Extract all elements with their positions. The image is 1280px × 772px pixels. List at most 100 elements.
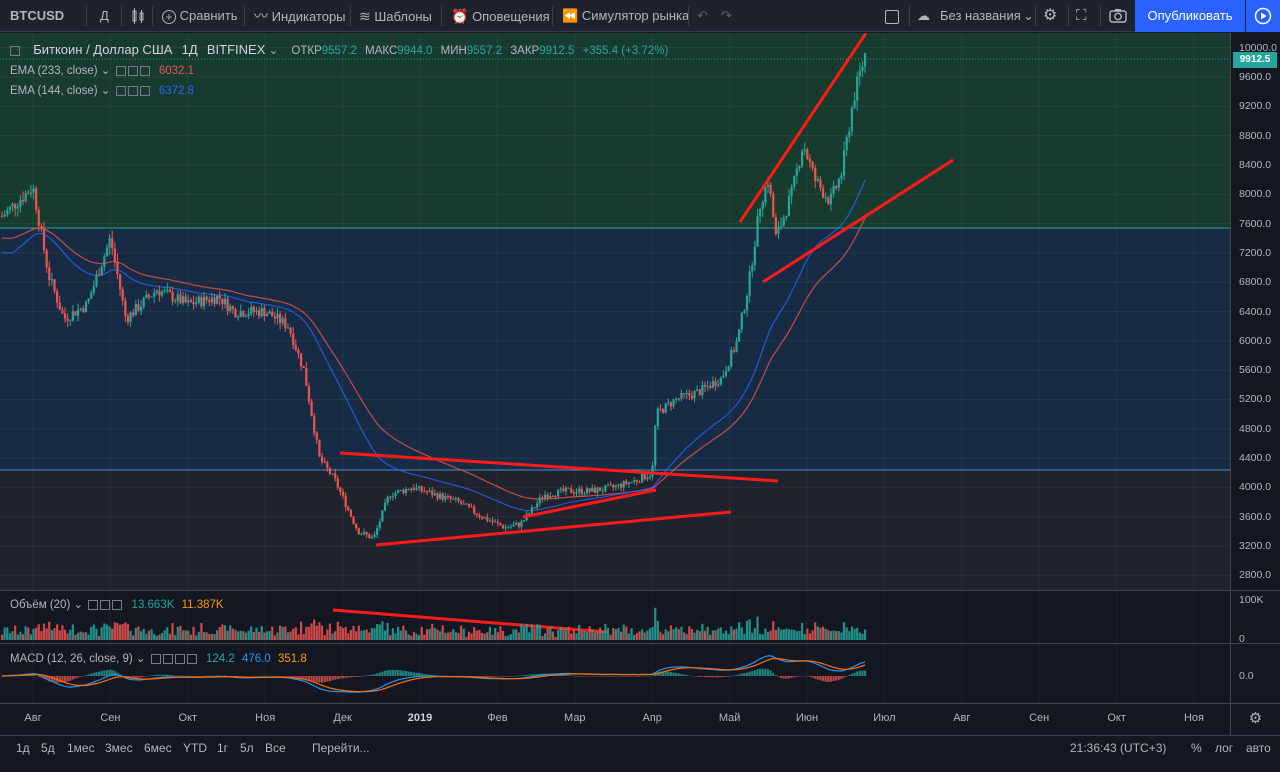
volume-bar [795, 631, 798, 640]
gear-icon[interactable] [100, 599, 111, 610]
camera-icon[interactable] [1109, 0, 1127, 32]
chevron-down-icon[interactable]: ⌄ [100, 65, 111, 77]
legend-exchange[interactable]: BITFINEX [206, 42, 266, 57]
range-5y[interactable]: 5л [240, 741, 254, 755]
volume-bar [533, 628, 536, 640]
interval-button[interactable]: Д [100, 8, 109, 23]
auto-toggle[interactable]: авто [1246, 741, 1271, 755]
candle-body [614, 485, 617, 488]
candle-body [360, 534, 363, 536]
replay-button[interactable]: ⏪ Симулятор рынка [562, 0, 689, 32]
eye-icon[interactable] [115, 65, 126, 76]
volume-bar [606, 628, 610, 640]
chevron-down-icon[interactable]: ⌄ [135, 653, 146, 665]
layout-name[interactable]: Без названия [940, 8, 1021, 23]
ema144-label[interactable]: EMA (144, close) [10, 85, 98, 97]
trendline-3[interactable] [522, 488, 657, 519]
eye-icon[interactable] [150, 653, 161, 664]
templates-button[interactable]: ≋ Шаблоны [359, 0, 432, 32]
range-5d[interactable]: 5д [41, 741, 55, 755]
expand-icon[interactable]: ⛶ [1076, 7, 1087, 24]
candle-body [163, 290, 166, 292]
macd-hist-bar [473, 676, 476, 677]
gear-icon[interactable] [162, 653, 173, 664]
range-ytd[interactable]: YTD [183, 741, 207, 755]
fullscreen-toggle-icon[interactable] [885, 0, 899, 32]
candle-body [782, 217, 785, 226]
chevron-down-icon[interactable]: ⌄ [268, 45, 279, 57]
symbol-title[interactable]: Биткоин / Доллар США [33, 42, 173, 57]
macd-hist-bar [281, 676, 284, 677]
publish-button[interactable]: Опубликовать [1135, 0, 1245, 32]
eye-icon[interactable] [115, 85, 126, 96]
play-icon[interactable] [1246, 0, 1280, 32]
macd-hist-bar [785, 676, 788, 679]
candle-body [772, 193, 775, 218]
candle-body [693, 391, 696, 399]
volume-label[interactable]: Объём (20) [10, 599, 71, 611]
range-6m[interactable]: 6мес [144, 741, 172, 755]
candle-body [827, 197, 830, 205]
chevron-down-icon[interactable]: ⌄ [100, 85, 111, 97]
macd-pane-divider[interactable] [0, 643, 1230, 644]
trendline-2[interactable] [375, 510, 732, 547]
clock[interactable]: 21:36:43 (UTC+3) [1070, 741, 1167, 755]
trendline-4[interactable] [738, 33, 868, 223]
range-1y[interactable]: 1г [217, 741, 229, 755]
candle-style-icon[interactable] [130, 0, 146, 32]
trendline-5[interactable] [762, 158, 954, 284]
close-icon[interactable] [112, 599, 123, 610]
macd-hist-bar [391, 669, 394, 676]
range-all[interactable]: Все [265, 741, 286, 755]
candle-body [24, 193, 27, 202]
chart-area[interactable]: Биткоин / Доллар США 1Д BITFINEX ⌄ ОТКР9… [0, 33, 1230, 703]
volume-bar [578, 624, 581, 640]
trendline-volume[interactable] [332, 608, 609, 634]
close-icon[interactable] [174, 653, 185, 664]
close-icon[interactable] [139, 65, 150, 76]
range-3m[interactable]: 3мес [105, 741, 133, 755]
volume-bar [423, 634, 426, 640]
collapse-icon[interactable] [10, 45, 20, 56]
chevron-down-icon[interactable]: ⌄ [1023, 8, 1034, 23]
price-scale[interactable]: 10000.0 9600.0 9200.0 8800.0 8400.0 8000.0 760… [1230, 33, 1280, 703]
range-1d[interactable]: 1д [16, 741, 30, 755]
candle-body [467, 503, 471, 507]
macd-hist-bar [310, 676, 313, 682]
alerts-button[interactable]: ⏰ Оповещения [451, 0, 550, 32]
volume-bar [368, 632, 371, 640]
ema233-label[interactable]: EMA (233, close) [10, 65, 98, 77]
more-icon[interactable] [186, 653, 197, 664]
gear-icon[interactable] [127, 85, 138, 96]
time-tick-label: Сен [1029, 712, 1050, 724]
symbol-search[interactable]: BTCUSD [10, 8, 65, 23]
chevron-down-icon[interactable]: ⌄ [73, 599, 84, 611]
macd-hist-bar [850, 673, 854, 676]
redo-icon[interactable]: ↷ [721, 8, 732, 23]
gear-icon[interactable]: ⚙ [1230, 703, 1280, 735]
macd-label[interactable]: MACD (12, 26, close, 9) [10, 653, 133, 665]
goto-date[interactable]: Перейти... [312, 741, 370, 755]
volume-bar [777, 627, 780, 640]
compare-button[interactable]: + Сравнить [162, 0, 238, 32]
undo-icon[interactable]: ↶ [697, 8, 708, 23]
gear-icon[interactable] [127, 65, 138, 76]
log-toggle[interactable]: лог [1215, 741, 1234, 755]
range-1m[interactable]: 1мес [67, 741, 95, 755]
trendline-1[interactable] [339, 451, 779, 483]
percent-toggle[interactable]: % [1191, 741, 1202, 755]
candle-body [412, 488, 415, 490]
candle-body [56, 291, 59, 303]
eye-icon[interactable] [88, 599, 99, 610]
candle-body [397, 490, 400, 493]
volume-bar [853, 628, 856, 640]
macd-hist-bar [578, 675, 581, 677]
time-axis[interactable]: Авг Сен Окт Ноя Дек 2019 Фев Мар Апр Май Июн Июл Авг… [0, 703, 1230, 735]
candle-body [816, 179, 819, 182]
trendlines[interactable] [332, 33, 954, 634]
indicators-button[interactable]: 〰 Индикаторы [254, 0, 346, 32]
volume-pane-divider[interactable] [0, 590, 1230, 591]
close-icon[interactable] [139, 85, 150, 96]
gear-icon[interactable]: ⚙ [1043, 7, 1058, 24]
candle-body [774, 217, 777, 234]
